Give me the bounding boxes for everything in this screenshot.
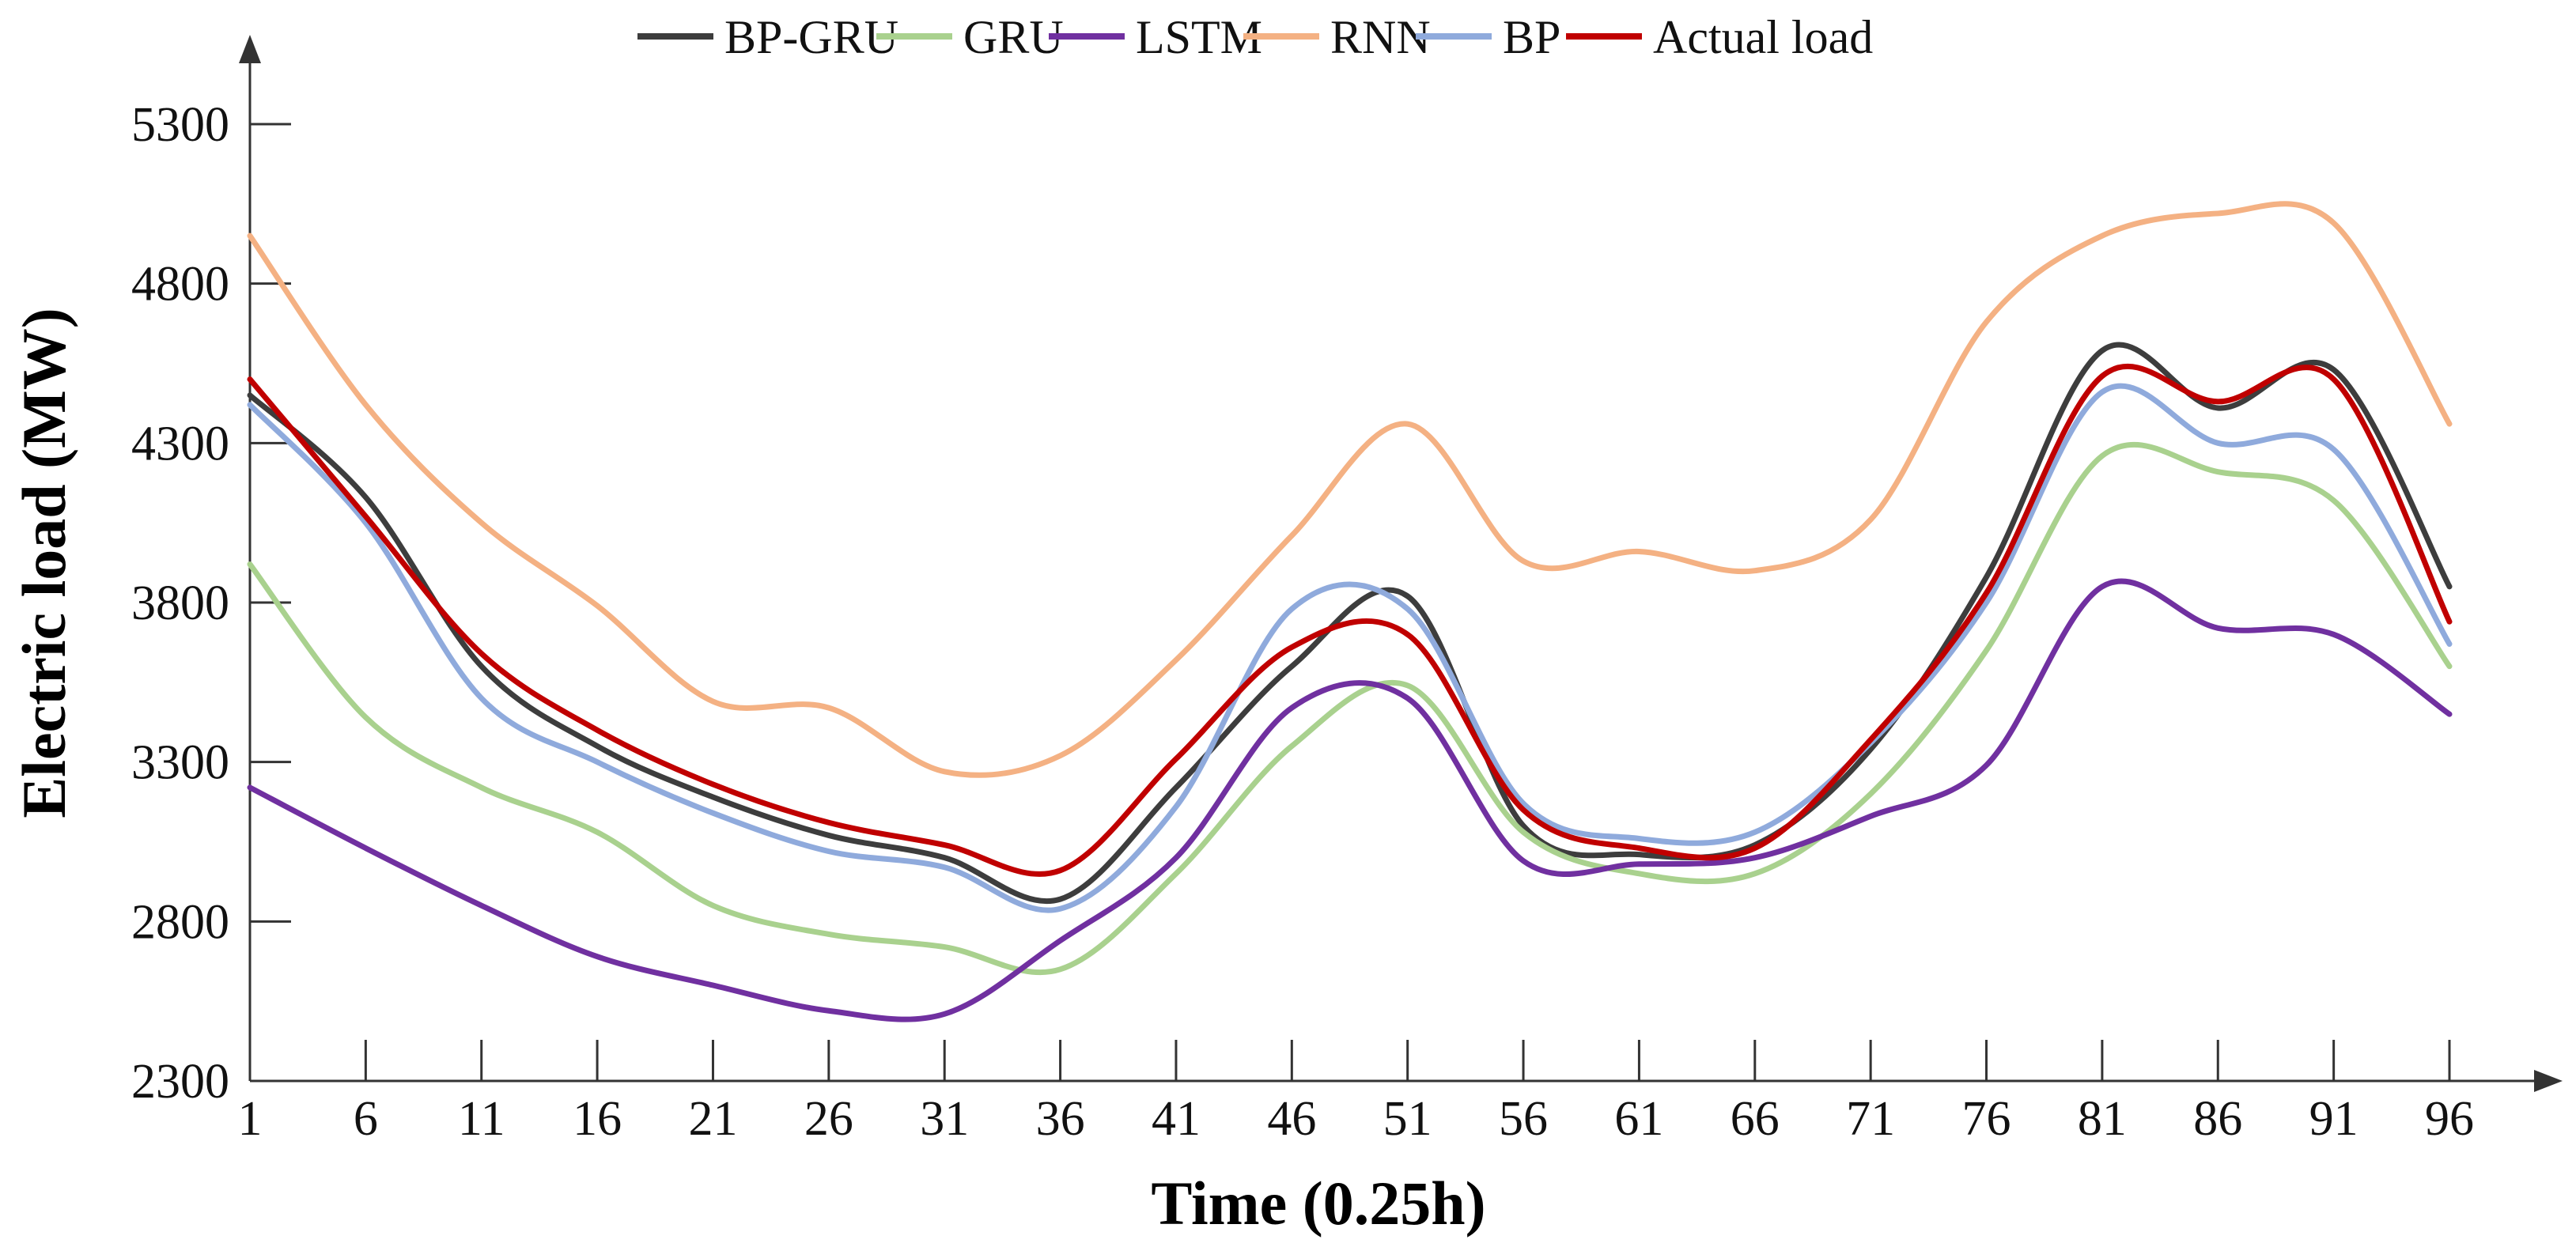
x-tick-label: 71 — [1846, 1092, 1895, 1146]
y-tick-label: 2300 — [131, 1055, 229, 1109]
series-line-actual-load — [247, 363, 2453, 877]
x-tick-label: 76 — [1962, 1092, 2011, 1146]
legend-label-rnn: RNN — [1330, 11, 1431, 63]
series-line-bp-gru — [247, 342, 2453, 905]
series-line-lstm — [247, 578, 2453, 1022]
x-tick-label: 1 — [238, 1092, 263, 1146]
x-axis-arrow — [2534, 1070, 2563, 1092]
x-tick-label: 21 — [688, 1092, 737, 1146]
legend-label-bp: BP — [1503, 11, 1560, 63]
y-tick-label: 2800 — [131, 895, 229, 949]
x-tick-label: 91 — [2309, 1092, 2358, 1146]
legend-label-actual-load: Actual load — [1653, 11, 1873, 63]
x-tick-label: 36 — [1036, 1092, 1085, 1146]
y-tick-label: 3300 — [131, 736, 229, 790]
y-tick-label: 4300 — [131, 417, 229, 470]
legend: BP-GRU GRU LSTM RNN BP Actual load — [637, 11, 1873, 63]
x-tick-label: 16 — [573, 1092, 622, 1146]
y-ticks: 2300 2800 3300 3800 4300 4800 5300 — [131, 98, 291, 1109]
x-tick-label: 56 — [1499, 1092, 1548, 1146]
x-tick-label: 6 — [354, 1092, 378, 1146]
x-tick-label: 11 — [458, 1092, 505, 1146]
x-tick-label: 26 — [804, 1092, 853, 1146]
x-tick-label: 81 — [2078, 1092, 2127, 1146]
x-tick-label: 96 — [2425, 1092, 2474, 1146]
y-tick-label: 3800 — [131, 576, 229, 630]
y-tick-label: 5300 — [131, 98, 229, 152]
x-tick-label: 41 — [1152, 1092, 1201, 1146]
y-tick-label: 4800 — [131, 258, 229, 312]
legend-label-bp-gru: BP-GRU — [724, 11, 898, 63]
series-line-bp — [247, 383, 2453, 913]
x-axis-title: Time (0.25h) — [1151, 1169, 1485, 1238]
y-axis-title: Electric load (MW) — [9, 308, 78, 818]
series-line-rnn — [247, 201, 2453, 778]
x-tick-label: 46 — [1267, 1092, 1316, 1146]
x-tick-label: 61 — [1614, 1092, 1663, 1146]
x-tick-label: 86 — [2193, 1092, 2242, 1146]
series-line-gru — [247, 441, 2453, 976]
legend-label-lstm: LSTM — [1136, 11, 1262, 63]
x-tick-label: 31 — [920, 1092, 969, 1146]
x-tick-label: 66 — [1731, 1092, 1780, 1146]
x-ticks: 1 6 11 16 21 26 31 36 41 46 51 56 61 66 71 76 81 86 91 96 — [238, 1040, 2474, 1146]
series-group — [247, 201, 2453, 1022]
x-tick-label: 51 — [1383, 1092, 1432, 1146]
legend-label-gru: GRU — [963, 11, 1064, 63]
y-axis-arrow — [239, 35, 261, 63]
